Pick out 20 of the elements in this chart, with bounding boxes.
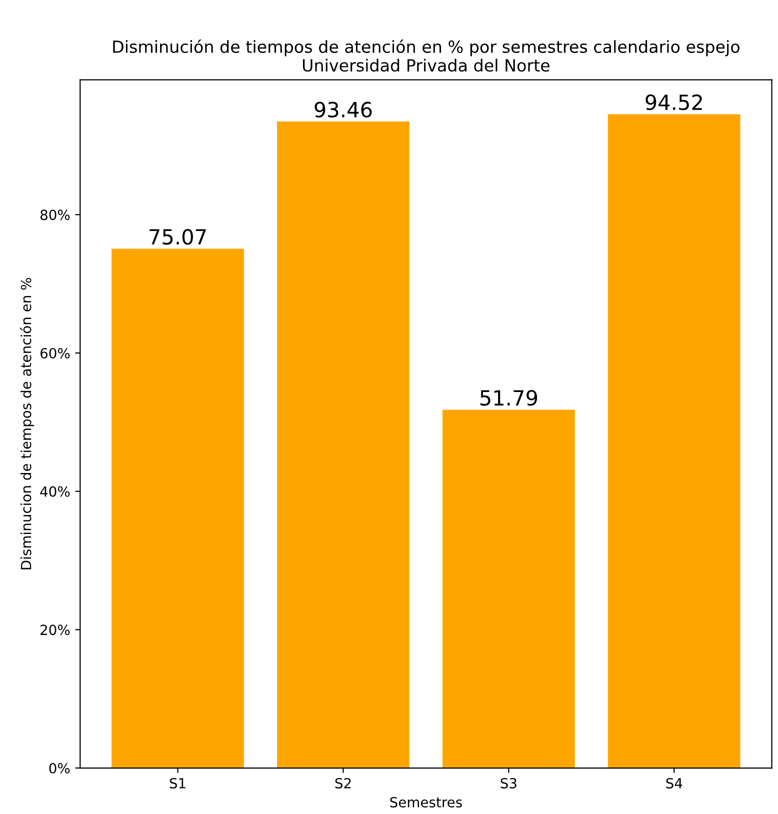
y-axis-title: Disminucion de tiempos de atención en % (20, 278, 34, 570)
x-tick-label: S1 (170, 778, 186, 788)
x-tick-label: S3 (500, 778, 516, 788)
data-label: 75.07 (150, 228, 206, 245)
x-axis-title: Semestres (390, 796, 462, 808)
y-tick-label: 40% (40, 486, 70, 497)
data-label: 51.79 (480, 390, 538, 406)
y-tick-label: 80% (40, 210, 70, 220)
chart-title: Disminución de tiempos de atención en % por semestres calendario espejo Universidad Privada del Norte (113, 39, 740, 72)
bar (442, 410, 575, 768)
bar (608, 114, 740, 768)
bar (277, 122, 410, 768)
data-label: 93.46 (314, 102, 372, 118)
y-tick-label: 20% (40, 624, 70, 636)
x-tick-label: S2 (335, 778, 351, 788)
y-tick-label: 0% (49, 762, 70, 774)
bar (112, 248, 244, 768)
data-label: 94.52 (646, 94, 702, 110)
x-tick-label: S4 (666, 778, 682, 788)
y-tick-label: 60% (40, 348, 70, 358)
